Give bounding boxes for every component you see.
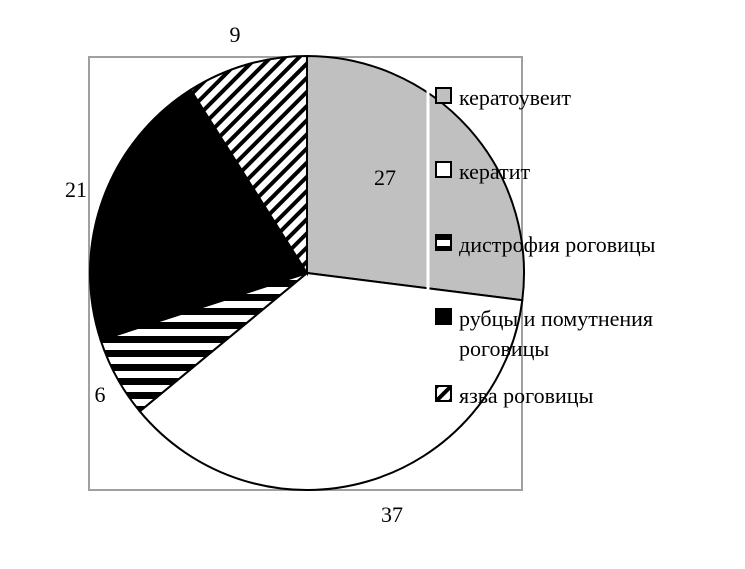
data-label: 6 — [95, 382, 106, 407]
legend-item: кератит — [435, 159, 530, 184]
data-label: 21 — [65, 177, 87, 202]
pie-slice — [89, 88, 309, 342]
legend-swatch — [435, 308, 452, 325]
data-label: 9 — [230, 22, 241, 47]
legend-label: рубцы и помутнения роговицы — [459, 306, 653, 361]
data-label: 37 — [381, 502, 403, 527]
pie-slice — [189, 54, 308, 277]
legend-label: кератоувеит — [459, 85, 571, 110]
legend-label: дистрофия роговицы — [459, 232, 656, 257]
legend-swatch — [435, 161, 452, 178]
legend-item: рубцы и помутнения роговицы — [435, 306, 653, 361]
pie-slice — [306, 54, 525, 302]
legend-label: кератит — [459, 159, 530, 184]
legend-swatch — [435, 87, 452, 104]
legend-item: язва роговицы — [435, 383, 594, 408]
data-label: 27 — [374, 165, 396, 190]
legend-swatch — [435, 385, 452, 402]
legend-label: язва роговицы — [459, 383, 594, 408]
legend-item: кератоувеит — [435, 85, 571, 110]
legend-item: дистрофия роговицы — [435, 232, 656, 257]
